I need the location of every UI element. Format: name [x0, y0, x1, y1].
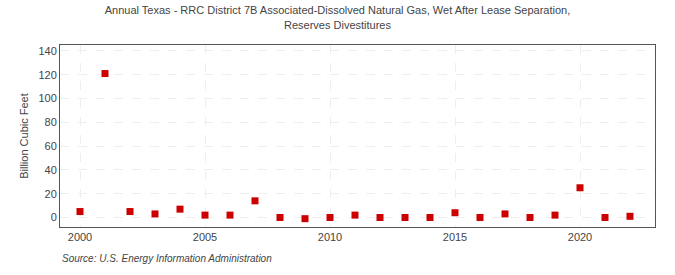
- svg-text:0: 0: [51, 211, 57, 223]
- svg-text:2010: 2010: [318, 231, 342, 243]
- svg-text:100: 100: [38, 92, 56, 104]
- svg-text:2005: 2005: [193, 231, 217, 243]
- svg-text:20: 20: [45, 188, 57, 200]
- svg-text:2020: 2020: [568, 231, 592, 243]
- svg-text:2015: 2015: [443, 231, 467, 243]
- svg-text:Billion Cubic Feet: Billion Cubic Feet: [18, 93, 30, 179]
- svg-text:Source: U.S. Energy Informatio: Source: U.S. Energy Information Administ…: [62, 253, 272, 264]
- svg-text:Annual Texas - RRC District 7B: Annual Texas - RRC District 7B Associate…: [105, 4, 570, 30]
- svg-text:120: 120: [38, 69, 56, 81]
- svg-text:40: 40: [45, 164, 57, 176]
- svg-text:80: 80: [45, 116, 57, 128]
- svg-text:60: 60: [45, 140, 57, 152]
- svg-text:140: 140: [38, 45, 56, 57]
- svg-text:2000: 2000: [68, 231, 92, 243]
